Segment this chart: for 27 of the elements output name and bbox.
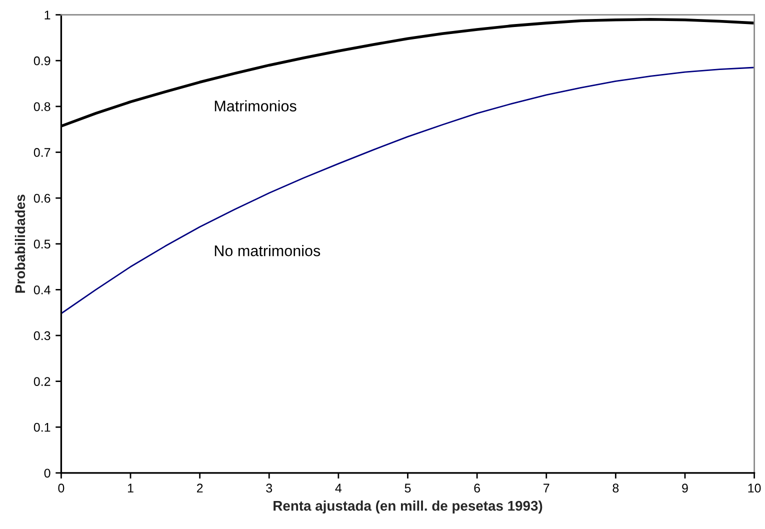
y-tick-label: 0.3 — [34, 331, 50, 340]
x-tick-label: 6 — [474, 484, 480, 493]
y-axis-title: Probabilidades — [14, 194, 26, 293]
y-tick-label: 0 — [44, 468, 50, 478]
y-tick-label: 1 — [44, 10, 50, 20]
x-tick-label: 9 — [682, 484, 688, 493]
line-series — [61, 66, 754, 314]
y-tick-label: 0.6 — [34, 194, 50, 203]
series-label: No matrimonios — [214, 244, 320, 256]
x-tick-label: 5 — [404, 484, 411, 493]
y-tick-label: 0.9 — [34, 56, 50, 66]
series-label: Matrimonios — [214, 100, 296, 112]
y-tick-label: 0.5 — [34, 240, 50, 249]
y-tick-label: 0.8 — [34, 102, 50, 112]
x-tick-label: 4 — [335, 484, 342, 492]
y-tick-label: 0.1 — [34, 422, 50, 432]
y-tick-label: 0.7 — [34, 148, 50, 157]
y-tick-label: 0.2 — [34, 377, 50, 386]
x-tick-label: 8 — [612, 484, 619, 493]
x-axis-title: Renta ajustada (en mill. de pesetas 1993) — [274, 500, 542, 514]
x-tick-label: 3 — [266, 484, 272, 493]
y-tick-label: 0.4 — [34, 285, 50, 294]
x-tick-label: 2 — [196, 484, 203, 492]
x-tick-label: 0 — [58, 484, 64, 493]
x-tick-label: 7 — [544, 484, 550, 492]
x-tick-label: 10 — [748, 484, 761, 493]
x-tick-label: 1 — [128, 484, 134, 492]
